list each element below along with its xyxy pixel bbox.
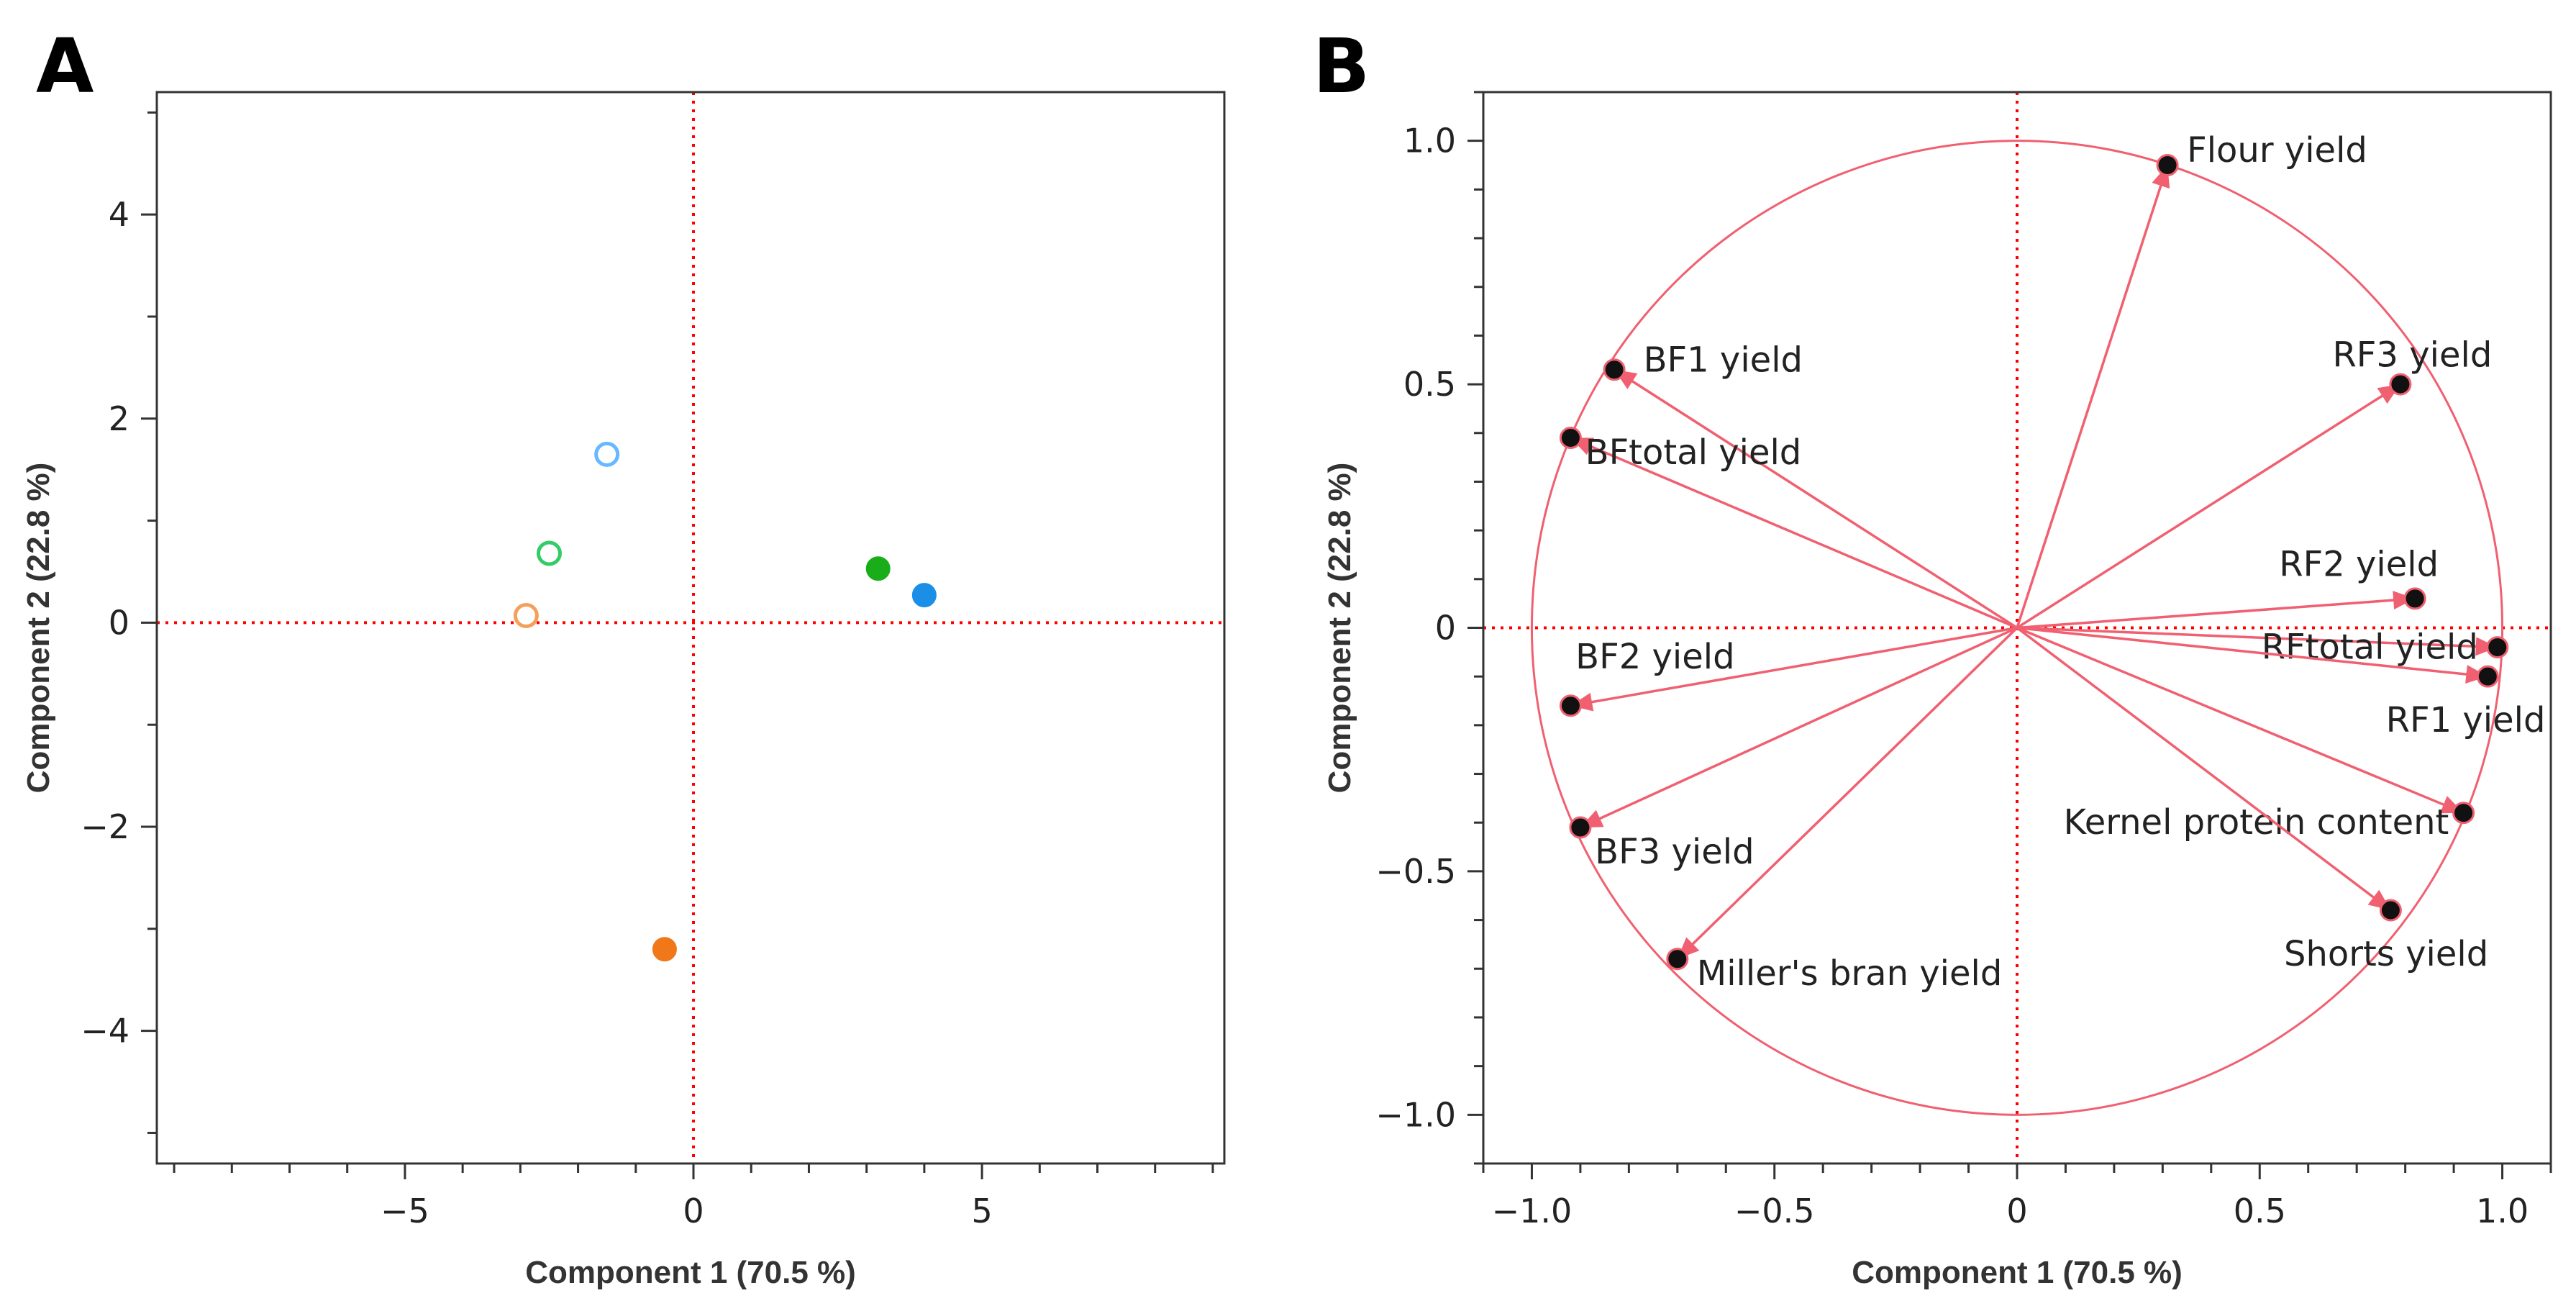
loading-plot-panel-b: Flour yield RF3 yield RF2 yield RFtotal yie… xyxy=(1322,91,2552,1290)
y-tick-label: 0.5 xyxy=(1403,365,1456,404)
y-axis-title-b: Component 2 (22.8 %) xyxy=(1322,463,1357,794)
score-point-blue-filled xyxy=(911,583,937,608)
y-tick-label: 1.0 xyxy=(1403,122,1456,160)
loading-vector xyxy=(2016,626,2465,815)
loading-label: Miller's bran yield xyxy=(1697,953,2003,994)
x-tick-label: 1.0 xyxy=(2476,1192,2529,1230)
loading-vector xyxy=(2016,626,2498,649)
y-tick-label: −1.0 xyxy=(1375,1095,1456,1134)
loading-point xyxy=(2403,587,2426,610)
x-tick-label: 0.5 xyxy=(2234,1192,2286,1230)
loading-point xyxy=(2389,373,2412,396)
loading-vector xyxy=(2016,383,2401,629)
loading-vectors: Flour yield RF3 yield RF2 yield RFtotal yie… xyxy=(1559,130,2546,994)
x-tick-label: −5 xyxy=(381,1192,429,1230)
loading-label: RF1 yield xyxy=(2386,700,2546,740)
x-tick-label: 0 xyxy=(683,1192,704,1230)
loading-label: BF2 yield xyxy=(1575,637,1734,677)
y-axis-title-a: Component 2 (22.8 %) xyxy=(21,463,56,794)
x-axis-title-a: Component 1 (70.5 %) xyxy=(525,1255,856,1290)
y-tick-label: −0.5 xyxy=(1375,852,1456,891)
scatter-plot-panel-a: −5 0 5 −4 −2 0 2 4 Component 1 (70.5 %) Compon… xyxy=(21,91,1226,1290)
loading-label: BFtotal yield xyxy=(1585,432,1802,473)
x-tick-label: −1.0 xyxy=(1492,1192,1573,1230)
loading-point xyxy=(1559,694,1582,717)
panel-letter-a: A xyxy=(36,22,94,110)
loading-vector xyxy=(1614,368,2018,629)
score-point-green-filled xyxy=(865,556,891,581)
score-points xyxy=(513,441,937,962)
loading-vector xyxy=(2016,627,2392,912)
loading-point xyxy=(1666,948,1689,971)
score-point-green-open xyxy=(536,540,562,566)
reference-lines-a xyxy=(157,92,1224,1163)
loading-point xyxy=(2379,899,2402,922)
unit-circle xyxy=(1530,140,2504,1116)
y-tick-label: 4 xyxy=(109,195,129,234)
loading-arrowhead xyxy=(2465,665,2488,684)
panel-letter-b: B xyxy=(1313,22,1370,110)
loading-point xyxy=(2156,154,2179,177)
x-axis-title-b: Component 1 (70.5 %) xyxy=(1852,1255,2183,1290)
x-axis-ticks-b: −1.0 −0.5 0 0.5 1.0 xyxy=(1482,1163,2552,1230)
x-tick-label: −0.5 xyxy=(1734,1192,1815,1230)
loading-vector xyxy=(2016,164,2169,629)
loading-vector xyxy=(1676,627,2019,960)
plot-frame-a xyxy=(155,91,1226,1165)
x-axis-ticks-a: −5 0 5 xyxy=(173,1163,1214,1230)
loading-point xyxy=(1603,358,1626,381)
y-axis-ticks-b: −1.0 −0.5 0 0.5 1.0 xyxy=(1375,91,1483,1165)
loading-vector xyxy=(1570,436,2018,630)
loading-vector xyxy=(2016,597,2416,630)
y-tick-label: 0 xyxy=(1435,609,1456,648)
loading-label: Flour yield xyxy=(2187,130,2367,171)
loading-point xyxy=(1569,816,1592,839)
score-point-light-blue-open xyxy=(594,441,620,467)
y-tick-label: −2 xyxy=(81,807,129,846)
loading-point xyxy=(2452,802,2475,825)
loading-vector xyxy=(1580,626,2018,829)
loading-vector xyxy=(2016,626,2488,678)
y-axis-ticks-a: −4 −2 0 2 4 xyxy=(81,111,157,1134)
loading-point xyxy=(1559,427,1582,450)
y-tick-label: −4 xyxy=(81,1012,129,1051)
y-tick-label: 2 xyxy=(109,399,129,438)
loading-label: Shorts yield xyxy=(2284,934,2488,974)
score-point-orange-open xyxy=(513,602,539,628)
x-tick-label: 0 xyxy=(2006,1192,2027,1230)
loading-point xyxy=(2476,665,2499,688)
loading-label: RF2 yield xyxy=(2279,545,2439,585)
x-tick-label: 5 xyxy=(971,1192,992,1230)
y-tick-label: 0 xyxy=(109,603,129,642)
loading-label: RF3 yield xyxy=(2332,335,2492,375)
loading-label: BF1 yield xyxy=(1644,340,1803,380)
score-point-orange-filled xyxy=(652,937,677,962)
loading-vector xyxy=(1570,626,2018,707)
loading-label: RFtotal yield xyxy=(2262,627,2478,668)
loading-label: BF3 yield xyxy=(1595,832,1754,872)
loading-point xyxy=(2486,636,2509,659)
loading-arrowhead xyxy=(2393,591,2416,610)
